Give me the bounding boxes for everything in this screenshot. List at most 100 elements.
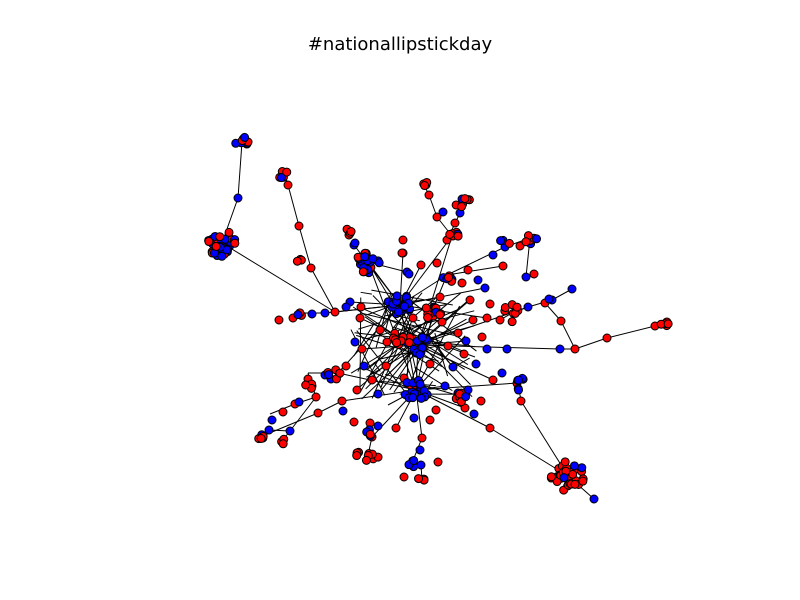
- blue-node: [276, 173, 286, 183]
- blue-node: [438, 207, 448, 217]
- blue-node: [307, 309, 317, 319]
- red-node: [459, 349, 469, 359]
- red-node: [460, 194, 470, 204]
- red-node: [485, 299, 495, 309]
- blue-node: [544, 294, 554, 304]
- graph-edge: [417, 235, 453, 346]
- graph-edge: [367, 261, 408, 273]
- red-node: [437, 317, 447, 327]
- blue-node: [473, 275, 483, 285]
- red-node: [444, 272, 454, 282]
- blue-node: [461, 336, 471, 346]
- red-node: [477, 332, 487, 342]
- blue-node: [408, 393, 418, 403]
- red-node: [416, 260, 426, 270]
- blue-node: [513, 375, 523, 385]
- red-node: [341, 361, 351, 371]
- red-node: [215, 232, 225, 242]
- red-node: [578, 476, 588, 486]
- blue-node: [577, 463, 587, 473]
- blue-node: [461, 392, 471, 402]
- red-node: [495, 315, 505, 325]
- red-node: [367, 375, 377, 385]
- blue-node: [416, 393, 426, 403]
- graph-edge: [289, 396, 317, 432]
- red-node: [357, 344, 367, 354]
- red-node: [352, 385, 362, 395]
- graph-edge: [417, 344, 494, 381]
- red-node: [256, 433, 266, 443]
- red-node: [352, 451, 362, 461]
- graph-edge: [298, 225, 312, 269]
- blue-node: [293, 310, 303, 320]
- blue-node: [416, 460, 426, 470]
- red-node: [294, 221, 304, 231]
- blue-node: [502, 344, 512, 354]
- figure-title: #nationallipstickday: [307, 34, 493, 55]
- red-node: [423, 313, 433, 323]
- red-node: [529, 269, 539, 279]
- red-node: [521, 237, 531, 247]
- red-node: [457, 202, 467, 212]
- graph-edge: [371, 289, 453, 306]
- graph-edge: [435, 344, 469, 365]
- red-node: [468, 315, 478, 325]
- blue-node: [532, 234, 542, 244]
- red-node: [420, 181, 430, 191]
- red-node: [485, 423, 495, 433]
- blue-node: [409, 456, 419, 466]
- red-node: [278, 407, 288, 417]
- red-node: [211, 241, 221, 251]
- red-node: [283, 180, 293, 190]
- red-node: [431, 405, 441, 415]
- blue-node: [264, 425, 274, 435]
- red-node: [450, 218, 460, 228]
- red-node: [224, 227, 234, 237]
- red-node: [504, 238, 514, 248]
- graph-edge: [574, 337, 608, 350]
- red-node: [392, 338, 402, 348]
- red-node: [476, 396, 486, 406]
- blue-node: [392, 291, 402, 301]
- red-node: [515, 241, 525, 251]
- red-node: [346, 227, 356, 237]
- red-node: [424, 190, 434, 200]
- red-node: [361, 455, 371, 465]
- red-node: [365, 429, 375, 439]
- red-node: [457, 278, 467, 288]
- blue-node: [589, 494, 599, 504]
- red-node: [570, 479, 580, 489]
- graph-edge: [221, 242, 336, 313]
- blue-node: [523, 302, 533, 312]
- nodes-layer: [204, 132, 673, 504]
- red-node: [330, 307, 340, 317]
- blue-node: [409, 413, 419, 423]
- graph-edge: [310, 267, 336, 313]
- blue-node: [350, 238, 360, 248]
- red-node: [335, 368, 345, 378]
- red-node: [435, 310, 445, 320]
- graph-edge: [446, 265, 504, 276]
- red-node: [408, 313, 418, 323]
- red-node: [482, 313, 492, 323]
- red-node: [306, 263, 316, 273]
- red-node: [463, 265, 473, 275]
- blue-node: [480, 283, 490, 293]
- red-node: [230, 238, 240, 248]
- red-node: [570, 344, 580, 354]
- red-node: [465, 295, 475, 305]
- blue-node: [496, 236, 506, 246]
- blue-node: [469, 409, 479, 419]
- red-node: [435, 292, 445, 302]
- blue-node: [440, 381, 450, 391]
- red-node: [382, 337, 392, 347]
- red-node: [507, 317, 517, 327]
- blue-node: [233, 193, 243, 203]
- red-node: [425, 415, 435, 425]
- blue-node: [350, 337, 360, 347]
- blue-node: [559, 473, 569, 483]
- blue-node: [285, 426, 295, 436]
- graph-edge: [560, 320, 576, 350]
- blue-node: [569, 461, 579, 471]
